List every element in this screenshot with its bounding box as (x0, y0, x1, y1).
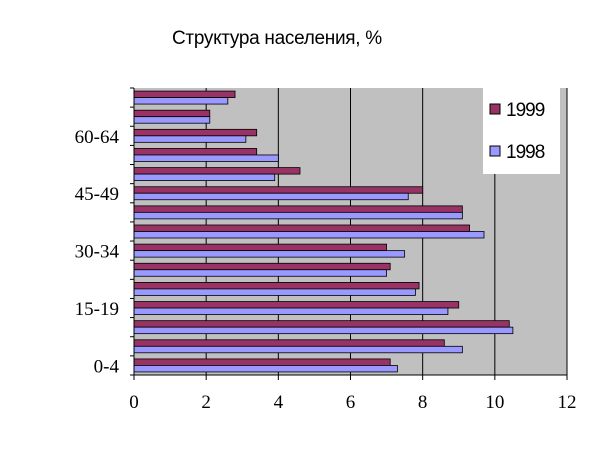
x-tick-label: 4 (274, 392, 284, 413)
x-tick-label: 2 (201, 392, 211, 413)
bar-1998-45-49 (133, 192, 409, 201)
x-tick-label: 10 (485, 392, 504, 413)
x-tick-label: 0 (129, 392, 139, 413)
bar-1998-0-4 (133, 365, 398, 373)
bar-1998-70+ (133, 97, 229, 105)
bar-1998-20-24 (133, 288, 416, 296)
bar-1998-5-9 (133, 345, 463, 354)
y-category-label: 0-4 (94, 356, 120, 377)
x-tick-label: 12 (558, 392, 577, 413)
bar-1999-65-69 (133, 109, 211, 118)
y-category-label: 15-19 (75, 299, 119, 320)
y-category-label: 45-49 (75, 184, 119, 205)
bar-1999-35-39 (133, 224, 470, 232)
chart-title: Структура населения, % (172, 28, 382, 49)
bar-1999-45-49 (133, 186, 424, 194)
bar-1999-25-29 (133, 262, 391, 271)
legend: 1999 1998 (483, 88, 560, 174)
bar-1999-30-34 (133, 243, 387, 252)
bar-1999-15-19 (133, 301, 460, 309)
x-tick-label: 8 (418, 392, 428, 413)
bar-1999-10-14 (133, 320, 510, 328)
bar-1998-60-64 (133, 135, 247, 143)
bar-1998-55-59 (133, 154, 279, 162)
bar-1998-10-14 (133, 326, 514, 335)
bar-1999-50-54 (133, 167, 301, 175)
legend-label-1998: 1998 (506, 142, 545, 163)
legend-label-1999: 1999 (506, 100, 545, 121)
bar-1998-65-69 (133, 116, 211, 124)
bar-1998-40-44 (133, 211, 463, 220)
bar-1998-50-54 (133, 173, 276, 182)
plot-area: 0 2 4 6 8 10 12 0-4 15-19 30-34 45-49 60-64 (75, 87, 577, 413)
bar-1999-60-64 (133, 128, 258, 137)
y-category-label: 60-64 (75, 127, 120, 148)
legend-swatch-1998 (489, 145, 501, 157)
bar-1999-70+ (133, 90, 236, 98)
x-tick-label: 6 (346, 392, 356, 413)
bar-1998-15-19 (133, 307, 449, 315)
bar-1999-55-59 (133, 148, 258, 156)
bar-1999-5-9 (133, 339, 445, 347)
bar-1999-20-24 (133, 281, 420, 290)
bar-1998-30-34 (133, 250, 406, 258)
y-category-label: 30-34 (75, 242, 120, 263)
bar-1998-35-39 (133, 231, 485, 239)
legend-box (483, 88, 560, 174)
bar-1999-0-4 (133, 358, 391, 366)
bar-1998-25-29 (133, 269, 387, 277)
bar-1999-40-44 (133, 205, 463, 213)
legend-swatch-1999 (489, 103, 501, 115)
